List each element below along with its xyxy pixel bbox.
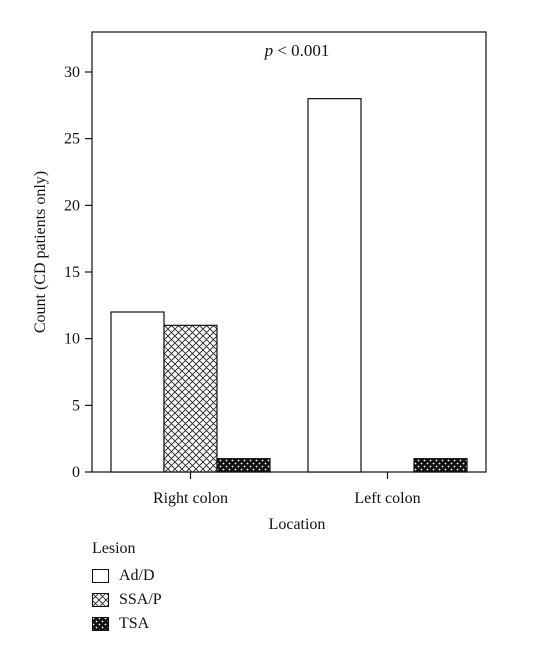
legend-swatch-ad-d [92, 568, 109, 583]
plot-frame [91, 31, 487, 473]
y-tick-label: 0 [72, 464, 80, 481]
legend-label-ssa-p: SSA/P [119, 591, 162, 608]
legend-label-tsa: TSA [119, 615, 150, 632]
legend-label-ad-d: Ad/D [119, 567, 155, 584]
x-tick-label: Left colon [354, 490, 420, 507]
y-tick-label: 20 [64, 197, 80, 214]
x-axis-label: Location [269, 516, 326, 533]
y-tick-label: 30 [64, 64, 80, 81]
y-axis-label: Count (CD patients only) [32, 171, 49, 333]
legend-item-tsa: TSA [92, 612, 162, 636]
y-tick-label: 25 [64, 131, 80, 148]
bar-ssa-p-right-colon [163, 324, 218, 473]
bar-tsa-left-colon [413, 458, 468, 473]
legend-item-ssa-p: SSA/P [92, 588, 162, 612]
p-value-annotation: p < 0.001 [264, 41, 330, 60]
y-tick-label: 15 [64, 264, 80, 281]
y-axis: 0 5 10 15 20 25 30 [64, 64, 92, 481]
legend-title: Lesion [92, 540, 136, 557]
bar-ad-d-right-colon [110, 311, 165, 473]
legend-swatch-ssa-p [92, 592, 109, 607]
x-axis: Right colon Left colon [153, 472, 421, 507]
bar-chart: 0 5 10 15 20 25 30 Right colon Left colon p < 0… [32, 31, 487, 533]
bars [110, 98, 468, 473]
legend-swatch-tsa [92, 616, 109, 631]
bar-tsa-right-colon [216, 458, 271, 473]
legend-item-ad-d: Ad/D [92, 564, 162, 588]
y-tick-label: 5 [72, 397, 80, 414]
y-tick-label: 10 [64, 331, 80, 348]
bar-ad-d-left-colon [307, 98, 362, 473]
legend: Lesion Ad/D SSA/P TSA [92, 540, 162, 636]
x-tick-label: Right colon [153, 490, 228, 507]
